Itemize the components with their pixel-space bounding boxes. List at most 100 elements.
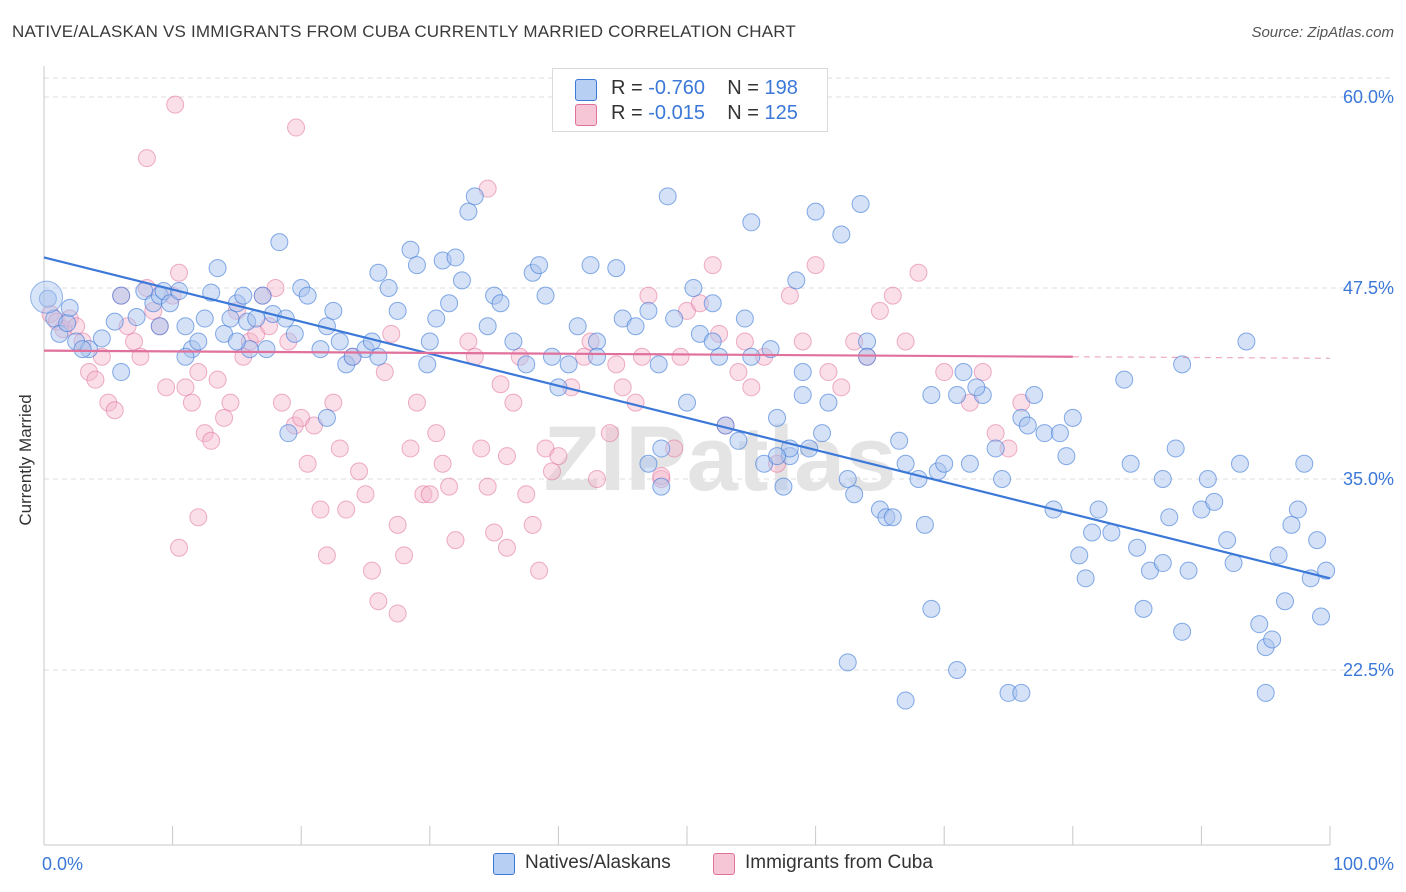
point-natives-91: [774, 477, 793, 496]
point-cuba-83: [607, 355, 626, 374]
point-natives-20: [202, 283, 221, 302]
point-natives-112: [935, 454, 954, 473]
point-cuba-54: [388, 515, 407, 534]
point-natives-79: [678, 393, 696, 412]
point-cuba-51: [369, 592, 388, 611]
y-axis-label: Currently Married: [16, 394, 35, 526]
point-cuba-86: [632, 347, 651, 366]
point-natives-149: [1250, 615, 1269, 634]
point-cuba-120: [287, 118, 306, 137]
point-natives-182: [768, 447, 787, 466]
point-cuba-62: [440, 477, 459, 496]
point-natives-185: [279, 424, 298, 443]
point-cuba-87: [639, 286, 658, 305]
y-tick-label-0: 22.5%: [1343, 660, 1394, 680]
point-natives-37: [311, 340, 330, 359]
point-cuba-114: [973, 363, 992, 382]
point-cuba-76: [542, 462, 561, 481]
point-natives-100: [838, 470, 857, 488]
point-cuba-69: [497, 447, 516, 466]
point-natives-82: [703, 294, 722, 313]
point-cuba-6: [80, 363, 99, 382]
point-cuba-44: [324, 393, 343, 412]
point-natives-29: [253, 286, 272, 305]
legend-swatch-blue: [575, 79, 597, 101]
trend-lines: [43, 256, 1331, 580]
legend-label-cuba: Immigrants from Cuba: [745, 852, 933, 873]
point-cuba-97: [735, 332, 754, 351]
point-natives-7: [105, 312, 124, 331]
point-natives-147: [1230, 454, 1249, 473]
point-cuba-68: [485, 523, 504, 542]
legend-label-natives: Natives/Alaskans: [525, 852, 671, 873]
point-natives-83: [710, 347, 729, 366]
point-cuba-49: [356, 485, 375, 504]
point-natives-152: [1269, 546, 1288, 565]
point-cuba-63: [446, 531, 465, 550]
point-natives-64: [530, 256, 549, 275]
point-cuba-66: [472, 439, 491, 458]
point-natives-61: [504, 332, 523, 351]
point-natives-130: [1089, 500, 1108, 519]
point-natives-133: [1121, 454, 1140, 473]
point-natives-66: [542, 347, 561, 366]
point-natives-23: [221, 309, 240, 328]
point-natives-8: [112, 286, 131, 305]
point-cuba-28: [221, 393, 240, 412]
point-natives-163: [652, 439, 671, 458]
y-tick-label-1: 35.0%: [1343, 469, 1394, 489]
point-cuba-125: [388, 604, 407, 623]
point-cuba-50: [362, 561, 381, 580]
point-natives-32: [270, 233, 289, 252]
point-cuba-90: [671, 347, 690, 366]
point-natives-118: [993, 470, 1012, 488]
point-cuba-118: [166, 95, 185, 114]
point-natives-87: [742, 213, 761, 232]
point-natives-25: [234, 286, 253, 305]
point-cuba-52: [375, 363, 394, 382]
point-cuba-77: [549, 447, 568, 466]
point-natives-184: [587, 347, 606, 366]
legend-swatch-pink: [575, 104, 597, 126]
point-natives-75: [639, 301, 658, 320]
point-cuba-45: [330, 439, 349, 458]
point-natives-154: [1282, 515, 1301, 534]
point-cuba-93: [703, 256, 722, 275]
point-natives-57: [465, 187, 484, 206]
point-natives-172: [793, 363, 812, 382]
point-cuba-112: [935, 363, 954, 382]
point-cuba-108: [870, 301, 889, 320]
point-natives-117: [986, 439, 1005, 458]
point-natives-165: [948, 661, 967, 679]
point-natives-148: [1237, 332, 1256, 351]
point-cuba-110: [896, 332, 915, 351]
point-natives-181: [1173, 355, 1192, 374]
point-natives-106: [890, 431, 909, 450]
point-cuba-59: [420, 485, 439, 504]
point-natives-169: [1256, 683, 1275, 702]
point-cuba-123: [497, 538, 516, 557]
legend-swatch-natives: [493, 853, 515, 875]
point-natives-188: [150, 317, 169, 336]
point-cuba-70: [504, 393, 523, 412]
point-cuba-46: [337, 500, 356, 519]
point-natives-85: [729, 431, 748, 450]
point-natives-107: [896, 454, 915, 473]
point-cuba-26: [208, 370, 227, 389]
point-cuba-115: [986, 424, 1005, 443]
point-natives-103: [858, 332, 877, 351]
point-natives-189: [112, 363, 131, 382]
point-cuba-23: [189, 363, 208, 382]
point-natives-9: [127, 308, 146, 327]
point-natives-135: [1134, 599, 1153, 618]
point-natives-60: [491, 294, 510, 313]
point-natives-78: [665, 309, 684, 328]
point-natives-121: [1018, 416, 1037, 435]
legend-stats-natives: R = -0.760 N = 198: [611, 77, 798, 99]
point-natives-48: [401, 240, 420, 259]
point-natives-72: [607, 259, 626, 278]
point-natives-134: [1128, 538, 1147, 557]
point-natives-70: [581, 256, 600, 275]
point-natives-101: [845, 485, 864, 504]
